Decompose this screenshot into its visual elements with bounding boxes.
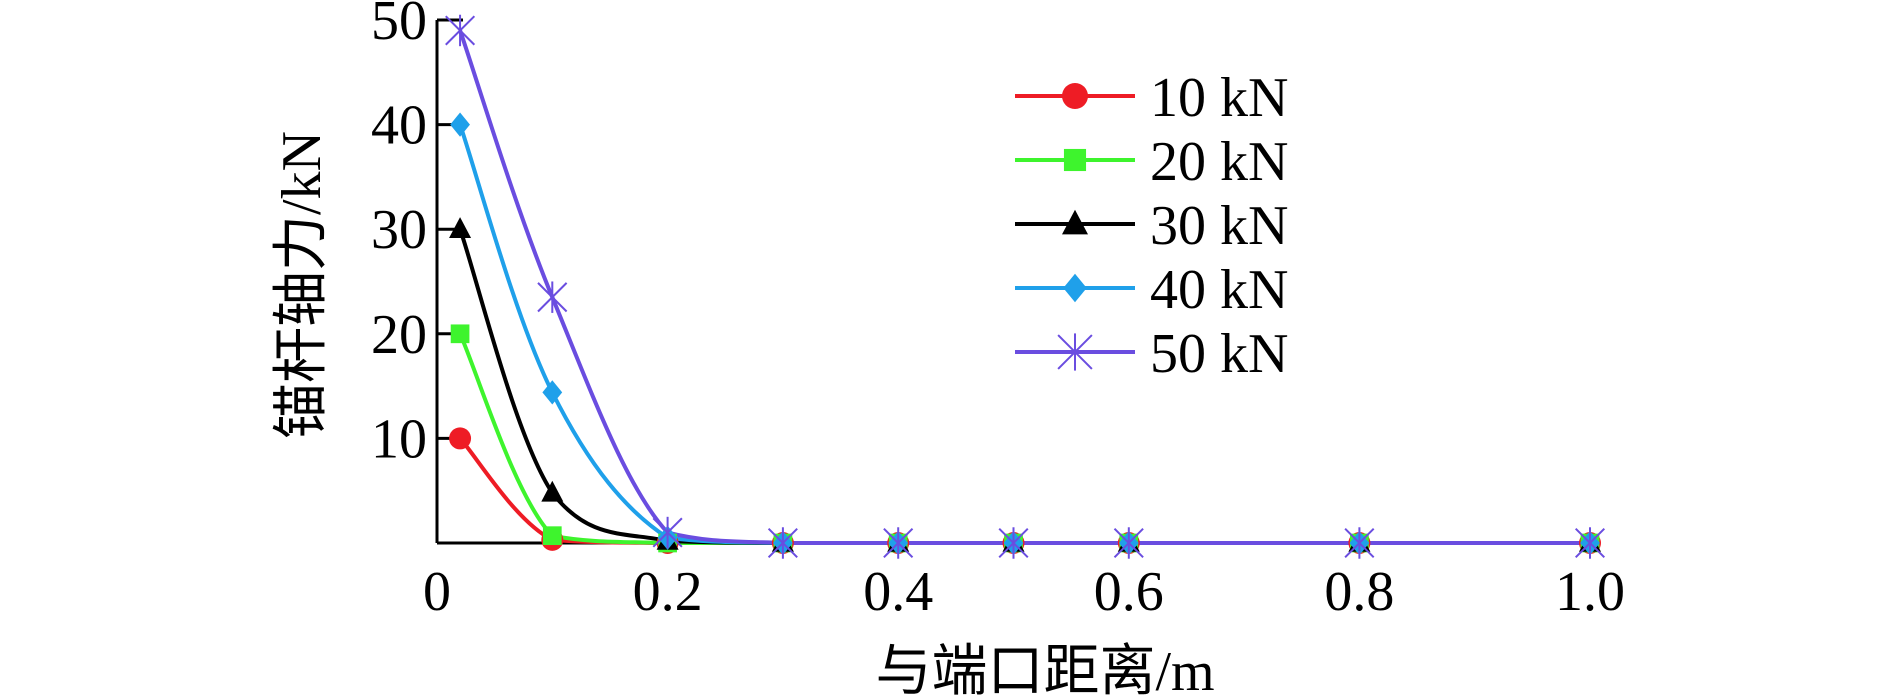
x-tick-label: 0.2 (633, 561, 703, 623)
data-point-50kn (998, 527, 1029, 559)
x-tick-label: 0.6 (1094, 561, 1164, 623)
data-point-50kn (537, 281, 568, 313)
legend-marker (1062, 83, 1088, 109)
data-point-20kn (542, 526, 562, 546)
series-line-30kn (458, 228, 1590, 546)
legend-item-50kn: 50 kN (1015, 323, 1288, 385)
x-tick-label: 0.8 (1324, 561, 1394, 623)
data-point-10kn (449, 427, 472, 450)
x-axis-ticks: 0 0.2 0.4 0.6 0.8 1.0 (423, 533, 1625, 623)
data-point-40kn (450, 112, 470, 137)
y-axis-ticks: 10 20 30 40 50 (371, 0, 463, 470)
data-point-50kn (883, 527, 914, 559)
series-line-10kn (458, 437, 1590, 546)
data-point-50kn (1113, 527, 1144, 559)
series-line-20kn (458, 332, 1590, 546)
x-tick-label: 0 (423, 561, 451, 623)
y-tick-label: 10 (371, 408, 427, 470)
series-markers (445, 14, 1606, 559)
legend-marker (1063, 273, 1087, 303)
legend-label: 40 kN (1150, 259, 1288, 321)
y-tick-label: 50 (371, 0, 427, 52)
data-point-30kn (541, 480, 564, 502)
legend-item-30kn: 30 kN (1015, 195, 1288, 257)
data-point-50kn (445, 14, 476, 47)
x-tick-label: 1.0 (1555, 561, 1625, 623)
x-tick-label: 0.4 (863, 561, 933, 623)
data-point-50kn (1574, 527, 1606, 559)
x-axis-label: 与端口距离/m (875, 641, 1214, 700)
legend-item-10kn: 10 kN (1015, 67, 1288, 129)
y-tick-label: 30 (371, 199, 427, 261)
data-point-30kn (449, 217, 472, 238)
data-point-50kn (1344, 527, 1375, 559)
y-axis-label: 锚杆轴力/kN (271, 131, 333, 439)
legend-label: 10 kN (1150, 67, 1288, 129)
legend-item-40kn: 40 kN (1015, 259, 1288, 321)
axes (435, 20, 1590, 545)
legend-item-20kn: 20 kN (1015, 131, 1288, 193)
legend-label: 20 kN (1150, 131, 1288, 193)
legend-marker (1063, 148, 1087, 172)
data-point-50kn (767, 527, 798, 559)
legend-label: 50 kN (1150, 323, 1288, 385)
data-point-50kn (652, 516, 683, 549)
series-line-40kn (458, 123, 1590, 546)
y-tick-label: 20 (371, 304, 427, 366)
legend-label: 30 kN (1150, 195, 1288, 257)
data-point-40kn (542, 380, 563, 405)
y-tick-label: 40 (371, 95, 427, 157)
legend-marker (1062, 209, 1088, 235)
data-point-20kn (450, 324, 470, 344)
legend-marker (1057, 333, 1093, 371)
